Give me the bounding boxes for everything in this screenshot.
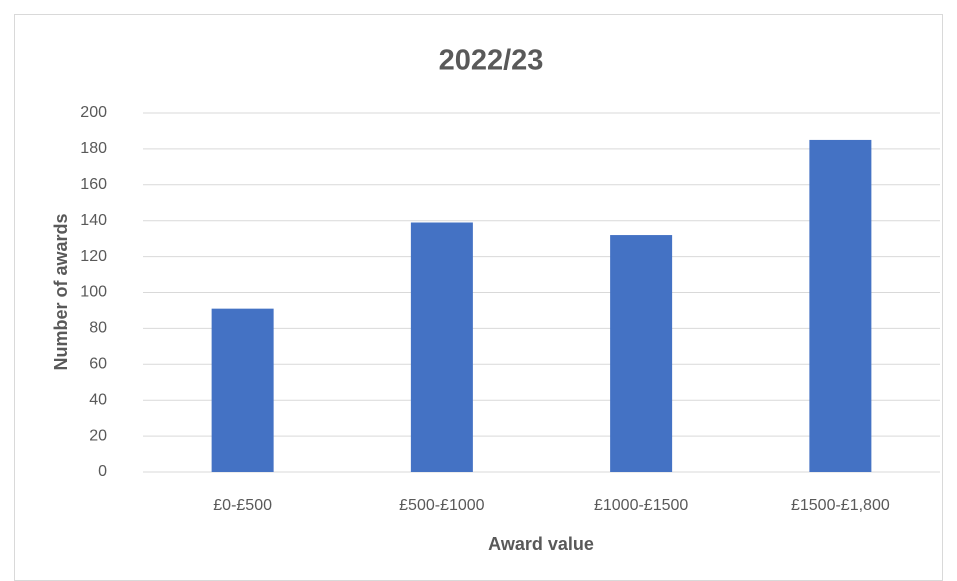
y-tick-label: 100 [80,284,107,301]
bar [410,222,473,472]
x-tick-label: £0-£500 [213,497,272,514]
bar [809,139,872,473]
x-tick-label: £1000-£1500 [594,497,688,514]
y-tick-label: 20 [89,427,107,444]
bar [211,308,274,472]
bar [610,235,673,472]
y-axis-label: Number of awards [51,213,71,370]
y-tick-label: 40 [89,391,107,408]
x-tick-label: £1500-£1,800 [791,497,890,514]
chart-title: 2022/23 [439,45,544,77]
y-tick-label: 160 [80,176,107,193]
x-axis-label: Award value [488,534,594,554]
chart-border [14,14,943,581]
x-tick-label: £500-£1000 [399,497,485,514]
y-tick-label: 180 [80,140,107,157]
y-tick-label: 140 [80,212,107,229]
y-tick-label: 0 [98,463,107,480]
y-tick-label: 120 [80,248,107,265]
y-tick-label: 60 [89,356,107,373]
y-tick-label: 80 [89,320,107,337]
y-tick-label: 200 [80,104,107,121]
